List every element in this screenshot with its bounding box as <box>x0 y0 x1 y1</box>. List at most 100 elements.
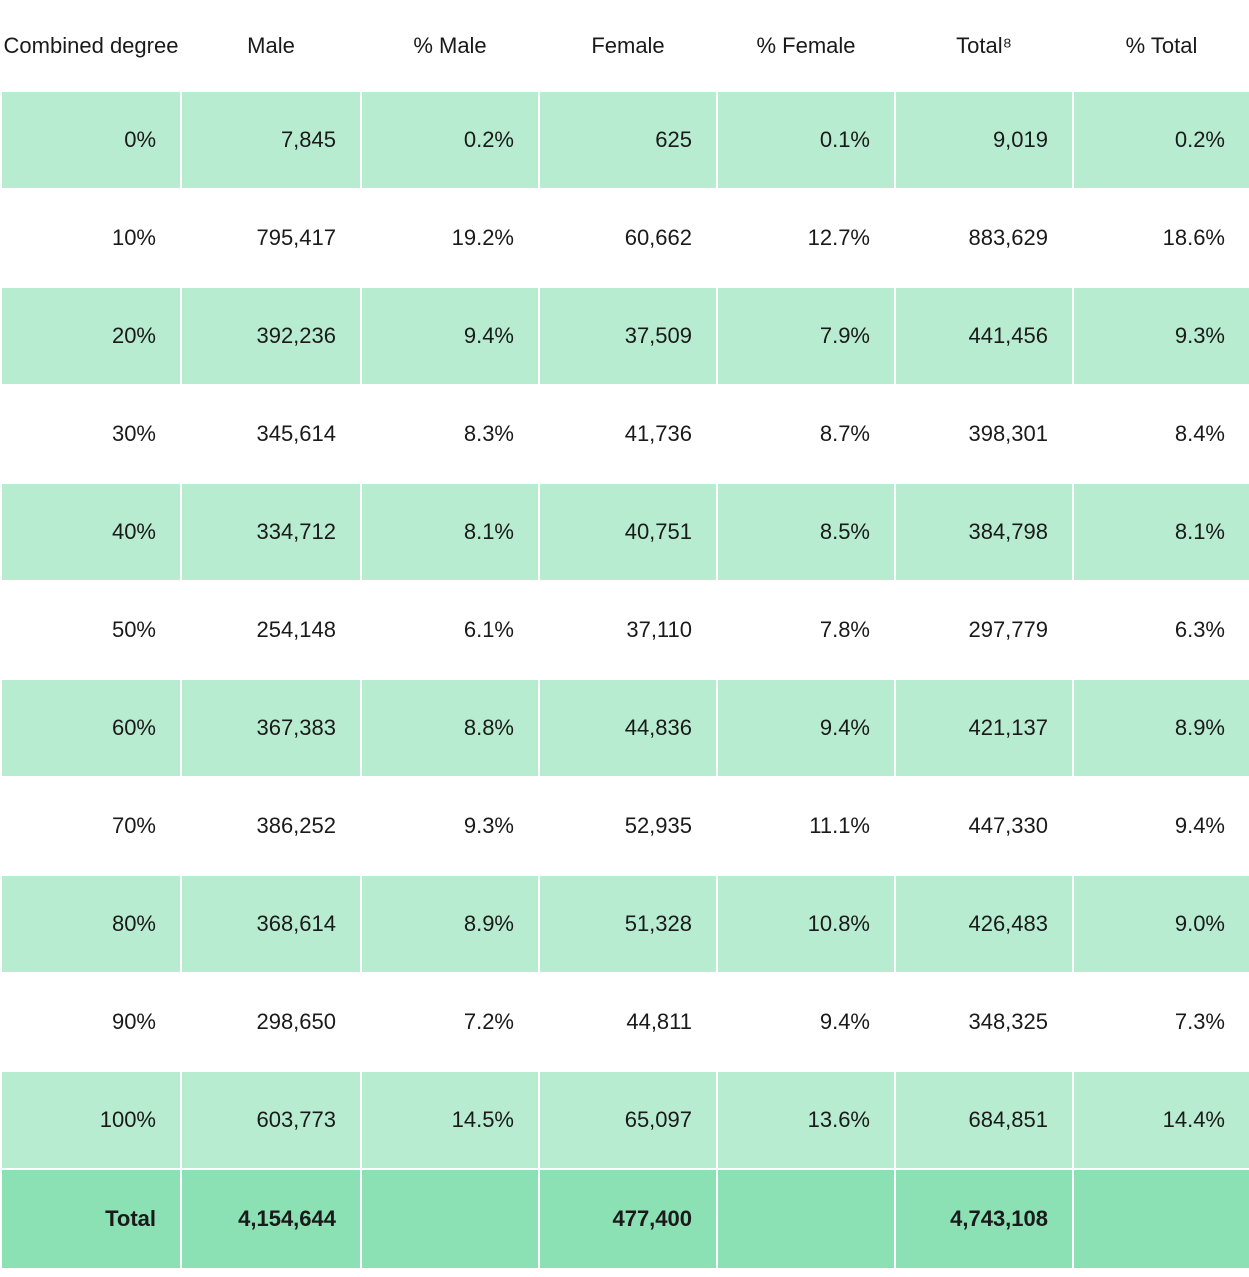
cell-degree: 80% <box>1 875 181 973</box>
cell-male: 298,650 <box>181 973 361 1071</box>
cell-male: 345,614 <box>181 385 361 483</box>
table-row: 100% 603,773 14.5% 65,097 13.6% 684,851 … <box>1 1071 1249 1169</box>
cell-pct-female: 7.8% <box>717 581 895 679</box>
cell-degree: 0% <box>1 91 181 189</box>
cell-female: 60,662 <box>539 189 717 287</box>
table-row: 50% 254,148 6.1% 37,110 7.8% 297,779 6.3… <box>1 581 1249 679</box>
table-row: 90% 298,650 7.2% 44,811 9.4% 348,325 7.3… <box>1 973 1249 1071</box>
cell-pct-male: 9.4% <box>361 287 539 385</box>
cell-total: 426,483 <box>895 875 1073 973</box>
cell-pct-female: 7.9% <box>717 287 895 385</box>
total-pct-female <box>717 1169 895 1269</box>
cell-female: 40,751 <box>539 483 717 581</box>
cell-total: 297,779 <box>895 581 1073 679</box>
cell-female: 51,328 <box>539 875 717 973</box>
cell-pct-male: 7.2% <box>361 973 539 1071</box>
column-header: % Total <box>1073 1 1249 91</box>
table-total-row: Total 4,154,644 477,400 4,743,108 <box>1 1169 1249 1269</box>
column-header: Male <box>181 1 361 91</box>
cell-pct-female: 11.1% <box>717 777 895 875</box>
cell-male: 368,614 <box>181 875 361 973</box>
cell-degree: 30% <box>1 385 181 483</box>
table-row: 30% 345,614 8.3% 41,736 8.7% 398,301 8.4… <box>1 385 1249 483</box>
cell-pct-total: 8.4% <box>1073 385 1249 483</box>
cell-pct-total: 0.2% <box>1073 91 1249 189</box>
cell-degree: 100% <box>1 1071 181 1169</box>
cell-pct-male: 8.1% <box>361 483 539 581</box>
cell-total: 421,137 <box>895 679 1073 777</box>
table-body: 0% 7,845 0.2% 625 0.1% 9,019 0.2% 10% 79… <box>1 91 1249 1269</box>
cell-pct-total: 9.3% <box>1073 287 1249 385</box>
cell-female: 44,811 <box>539 973 717 1071</box>
cell-male: 795,417 <box>181 189 361 287</box>
cell-total: 883,629 <box>895 189 1073 287</box>
cell-pct-female: 12.7% <box>717 189 895 287</box>
total-pct-male <box>361 1169 539 1269</box>
cell-pct-female: 8.5% <box>717 483 895 581</box>
total-female: 477,400 <box>539 1169 717 1269</box>
cell-pct-male: 19.2% <box>361 189 539 287</box>
table-row: 70% 386,252 9.3% 52,935 11.1% 447,330 9.… <box>1 777 1249 875</box>
total-label: Total <box>1 1169 181 1269</box>
table-row: 10% 795,417 19.2% 60,662 12.7% 883,629 1… <box>1 189 1249 287</box>
cell-pct-female: 13.6% <box>717 1071 895 1169</box>
table-row: 0% 7,845 0.2% 625 0.1% 9,019 0.2% <box>1 91 1249 189</box>
cell-pct-male: 9.3% <box>361 777 539 875</box>
cell-pct-female: 8.7% <box>717 385 895 483</box>
cell-female: 625 <box>539 91 717 189</box>
cell-pct-female: 0.1% <box>717 91 895 189</box>
total-male: 4,154,644 <box>181 1169 361 1269</box>
cell-degree: 60% <box>1 679 181 777</box>
table-row: 80% 368,614 8.9% 51,328 10.8% 426,483 9.… <box>1 875 1249 973</box>
cell-pct-male: 8.9% <box>361 875 539 973</box>
cell-pct-total: 9.0% <box>1073 875 1249 973</box>
cell-total: 9,019 <box>895 91 1073 189</box>
cell-female: 52,935 <box>539 777 717 875</box>
cell-degree: 20% <box>1 287 181 385</box>
cell-male: 7,845 <box>181 91 361 189</box>
cell-pct-male: 6.1% <box>361 581 539 679</box>
cell-total: 398,301 <box>895 385 1073 483</box>
cell-total: 384,798 <box>895 483 1073 581</box>
cell-male: 334,712 <box>181 483 361 581</box>
column-header: % Male <box>361 1 539 91</box>
cell-pct-total: 8.1% <box>1073 483 1249 581</box>
cell-total: 447,330 <box>895 777 1073 875</box>
cell-pct-male: 14.5% <box>361 1071 539 1169</box>
cell-female: 37,509 <box>539 287 717 385</box>
total-total: 4,743,108 <box>895 1169 1073 1269</box>
table-row: 20% 392,236 9.4% 37,509 7.9% 441,456 9.3… <box>1 287 1249 385</box>
cell-male: 254,148 <box>181 581 361 679</box>
cell-degree: 90% <box>1 973 181 1071</box>
cell-male: 386,252 <box>181 777 361 875</box>
table-row: 60% 367,383 8.8% 44,836 9.4% 421,137 8.9… <box>1 679 1249 777</box>
cell-degree: 70% <box>1 777 181 875</box>
cell-pct-female: 9.4% <box>717 973 895 1071</box>
cell-pct-male: 8.8% <box>361 679 539 777</box>
cell-pct-total: 18.6% <box>1073 189 1249 287</box>
cell-pct-total: 7.3% <box>1073 973 1249 1071</box>
cell-female: 44,836 <box>539 679 717 777</box>
table-row: 40% 334,712 8.1% 40,751 8.5% 384,798 8.1… <box>1 483 1249 581</box>
cell-female: 37,110 <box>539 581 717 679</box>
cell-pct-total: 9.4% <box>1073 777 1249 875</box>
total-pct-total <box>1073 1169 1249 1269</box>
cell-pct-total: 6.3% <box>1073 581 1249 679</box>
cell-degree: 40% <box>1 483 181 581</box>
cell-total: 684,851 <box>895 1071 1073 1169</box>
cell-female: 65,097 <box>539 1071 717 1169</box>
cell-pct-female: 10.8% <box>717 875 895 973</box>
column-header: Combined degree <box>1 1 181 91</box>
cell-male: 392,236 <box>181 287 361 385</box>
cell-total: 441,456 <box>895 287 1073 385</box>
column-header: % Female <box>717 1 895 91</box>
cell-pct-male: 8.3% <box>361 385 539 483</box>
cell-male: 603,773 <box>181 1071 361 1169</box>
cell-pct-male: 0.2% <box>361 91 539 189</box>
column-header: Female <box>539 1 717 91</box>
table-header: Combined degree Male % Male Female % Fem… <box>1 1 1249 91</box>
data-table: Combined degree Male % Male Female % Fem… <box>0 0 1249 1270</box>
cell-pct-total: 8.9% <box>1073 679 1249 777</box>
cell-pct-total: 14.4% <box>1073 1071 1249 1169</box>
cell-total: 348,325 <box>895 973 1073 1071</box>
